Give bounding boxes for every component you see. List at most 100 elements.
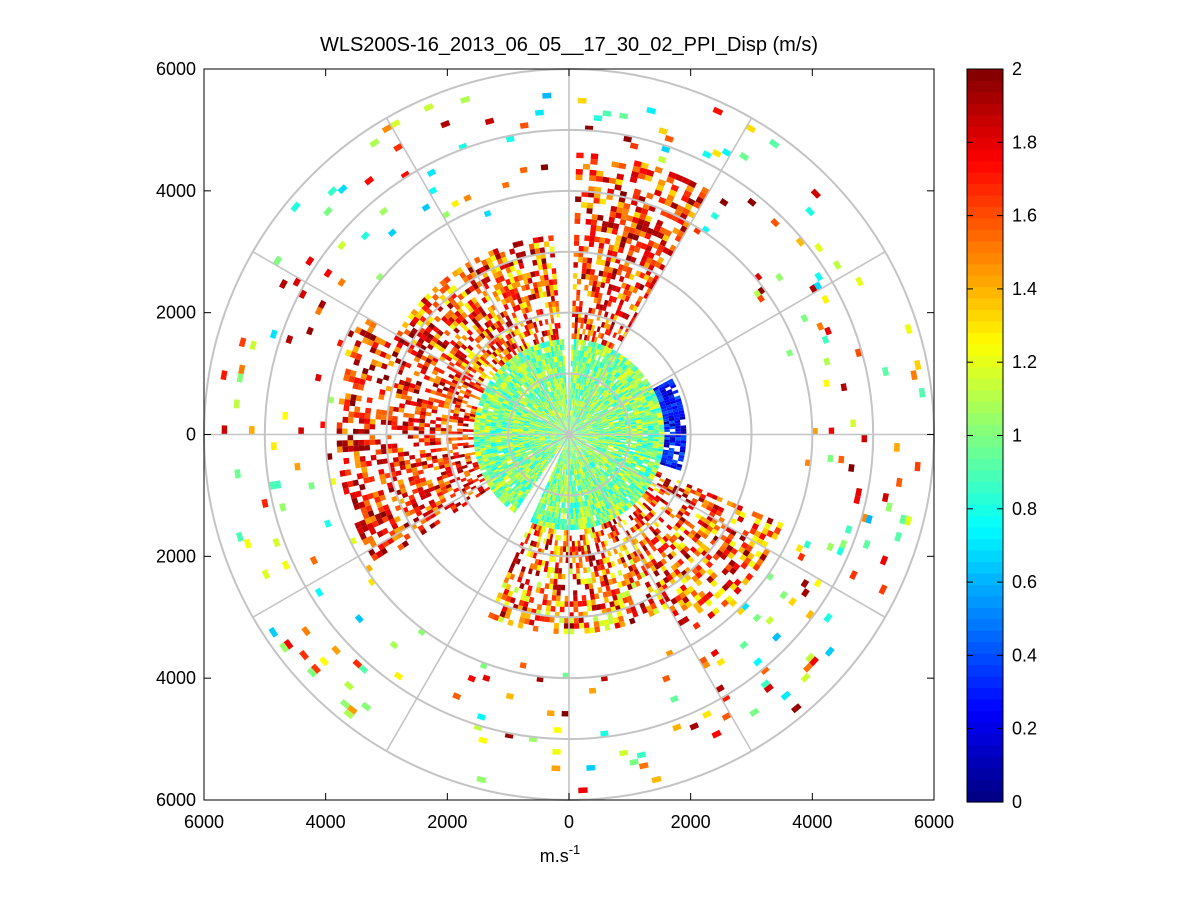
data-cell xyxy=(433,484,441,490)
data-cell xyxy=(655,473,662,478)
data-cell xyxy=(591,492,596,499)
data-cell xyxy=(603,472,609,478)
data-cell xyxy=(697,598,705,607)
data-cell xyxy=(629,758,639,766)
data-cell xyxy=(566,442,568,448)
data-cell xyxy=(338,398,345,405)
data-cell xyxy=(512,441,518,444)
data-cell xyxy=(585,556,590,562)
data-cell xyxy=(617,415,624,419)
data-cell xyxy=(600,259,606,266)
data-cell xyxy=(621,312,627,319)
data-cell xyxy=(573,486,575,492)
data-cell xyxy=(600,541,606,548)
data-cell xyxy=(591,498,596,504)
data-cell xyxy=(555,443,560,448)
data-cell xyxy=(589,504,594,511)
data-cell xyxy=(528,437,534,439)
data-cell xyxy=(581,478,584,485)
data-cell xyxy=(584,419,589,424)
data-cell xyxy=(534,614,541,621)
data-cell xyxy=(566,447,568,454)
data-cell xyxy=(653,563,661,570)
data-cell xyxy=(380,444,387,450)
data-cell xyxy=(487,410,494,414)
data-cell xyxy=(603,440,610,443)
data-cell xyxy=(408,476,415,482)
data-cell xyxy=(374,513,382,521)
data-cell xyxy=(551,440,557,443)
data-cell xyxy=(579,442,585,446)
data-cell xyxy=(577,451,580,457)
data-cell xyxy=(381,409,388,416)
data-cell xyxy=(459,408,466,413)
data-cell xyxy=(582,409,587,415)
data-cell xyxy=(616,510,621,516)
data-cell xyxy=(536,456,542,461)
data-cell xyxy=(589,230,596,237)
data-cell xyxy=(665,488,673,494)
data-cell xyxy=(673,561,681,569)
data-cell xyxy=(503,484,509,490)
data-cell xyxy=(625,405,632,409)
data-cell xyxy=(574,322,578,329)
data-cell xyxy=(422,399,429,405)
data-cell xyxy=(657,414,663,419)
data-cell xyxy=(550,431,556,433)
data-cell xyxy=(507,489,514,495)
data-cell xyxy=(505,583,512,591)
data-cell xyxy=(591,308,596,315)
data-cell xyxy=(581,484,584,491)
data-cell xyxy=(657,417,664,421)
data-cell xyxy=(645,412,652,416)
data-cell xyxy=(591,395,596,401)
data-cell xyxy=(517,430,523,433)
data-cell xyxy=(607,405,613,410)
data-cell xyxy=(539,438,546,441)
data-cell xyxy=(491,416,498,420)
data-cell xyxy=(657,547,664,554)
data-cell xyxy=(501,482,508,488)
data-cell xyxy=(628,273,635,281)
data-cell xyxy=(561,432,567,434)
data-cell xyxy=(573,388,575,394)
data-cell xyxy=(592,330,597,337)
data-cell xyxy=(836,546,845,556)
data-cell xyxy=(593,192,601,199)
data-cell xyxy=(609,382,615,388)
data-cell xyxy=(587,438,593,441)
data-cell xyxy=(553,545,558,552)
data-cell xyxy=(540,426,546,429)
data-cell xyxy=(642,460,649,465)
data-cell xyxy=(556,436,562,439)
data-cell xyxy=(678,454,685,459)
data-cell xyxy=(525,417,531,421)
data-cell xyxy=(584,466,588,472)
data-cell xyxy=(523,441,530,445)
data-cell xyxy=(438,482,446,488)
data-cell xyxy=(243,538,252,549)
data-cell xyxy=(609,440,615,443)
data-cell xyxy=(561,435,567,437)
data-cell xyxy=(576,418,580,424)
data-cell xyxy=(585,386,589,392)
data-cell xyxy=(534,439,540,442)
data-cell xyxy=(476,407,483,412)
data-cell xyxy=(556,584,562,591)
data-cell xyxy=(637,459,644,463)
data-cell xyxy=(571,421,573,427)
data-cell xyxy=(574,440,579,445)
data-cell xyxy=(647,444,653,448)
data-cell xyxy=(469,451,476,456)
data-cell xyxy=(523,423,530,426)
data-cell xyxy=(600,450,606,454)
data-cell xyxy=(662,413,669,418)
data-cell xyxy=(581,378,584,385)
data-cell xyxy=(562,672,569,679)
data-cell xyxy=(590,420,596,424)
data-cell xyxy=(632,550,639,558)
data-cell xyxy=(539,429,545,432)
data-cell xyxy=(310,663,321,674)
data-cell xyxy=(434,509,441,516)
data-cell xyxy=(563,447,566,453)
